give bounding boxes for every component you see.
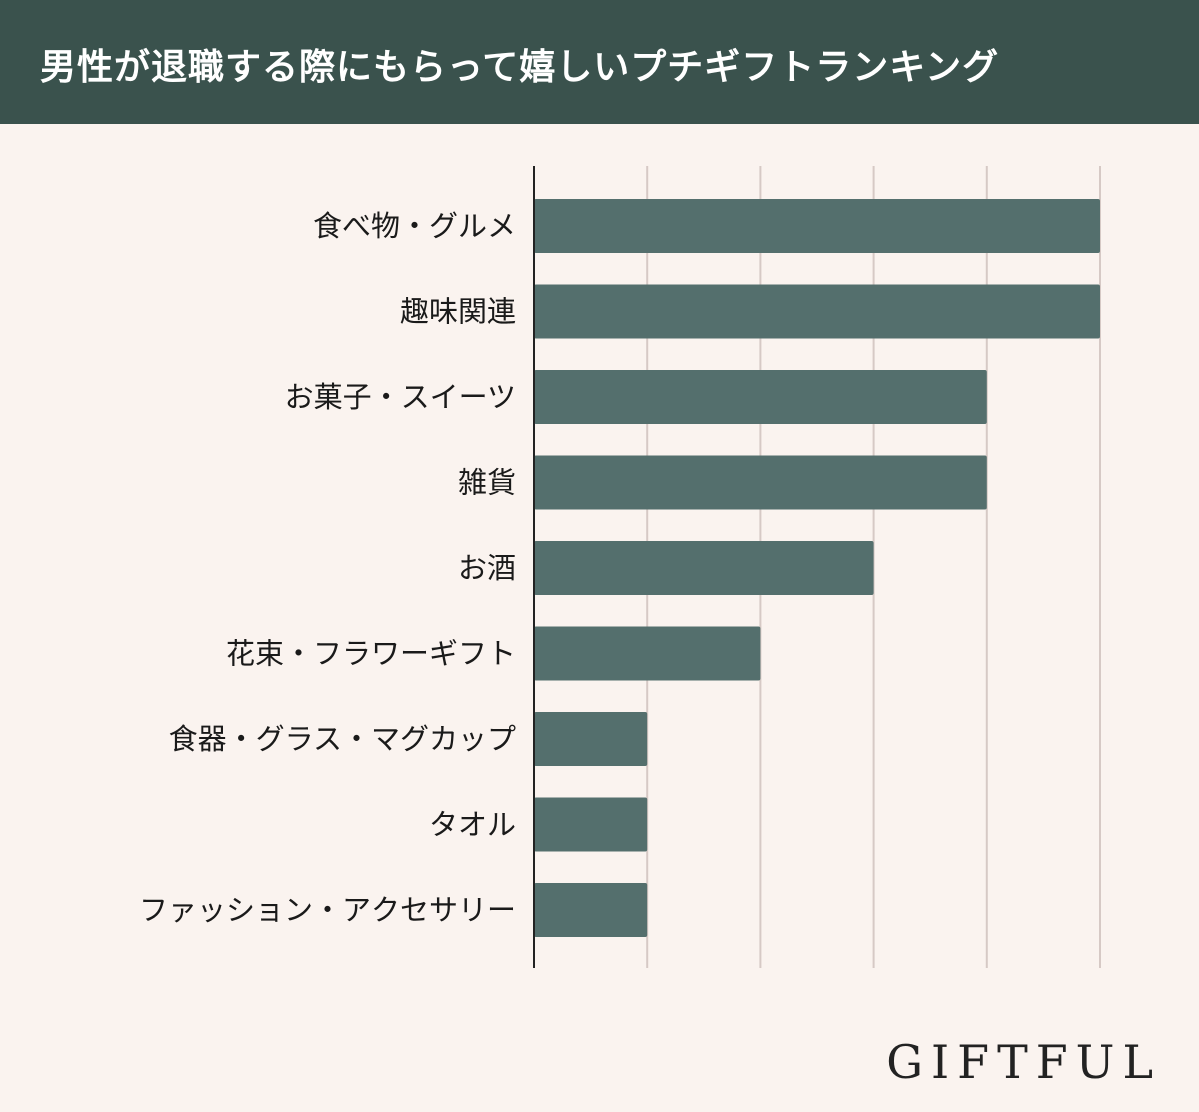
category-label: タオル — [429, 808, 516, 842]
bar — [534, 455, 987, 510]
bar — [534, 626, 761, 681]
header-bar: 男性が退職する際にもらって嬉しいプチギフトランキング — [0, 0, 1199, 124]
category-label: 食べ物・グルメ — [313, 209, 516, 243]
bar — [534, 541, 874, 595]
category-label: 趣味関連 — [400, 295, 516, 329]
bar — [534, 712, 648, 766]
category-label: 食器・グラス・マグカップ — [169, 722, 516, 756]
category-label: 花束・フラワーギフト — [226, 637, 516, 671]
category-label: お酒 — [458, 551, 516, 585]
bar — [534, 370, 987, 424]
bar — [534, 883, 648, 937]
page-title: 男性が退職する際にもらって嬉しいプチギフトランキング — [40, 47, 1000, 88]
bar — [534, 284, 1100, 339]
category-label: 雑貨 — [458, 466, 516, 500]
category-label: ファッション・アクセサリー — [139, 893, 516, 927]
bar — [534, 199, 1100, 253]
brand-logo: GIFTFUL — [886, 1035, 1161, 1089]
category-label: お菓子・スイーツ — [285, 380, 516, 414]
bar — [534, 797, 648, 852]
